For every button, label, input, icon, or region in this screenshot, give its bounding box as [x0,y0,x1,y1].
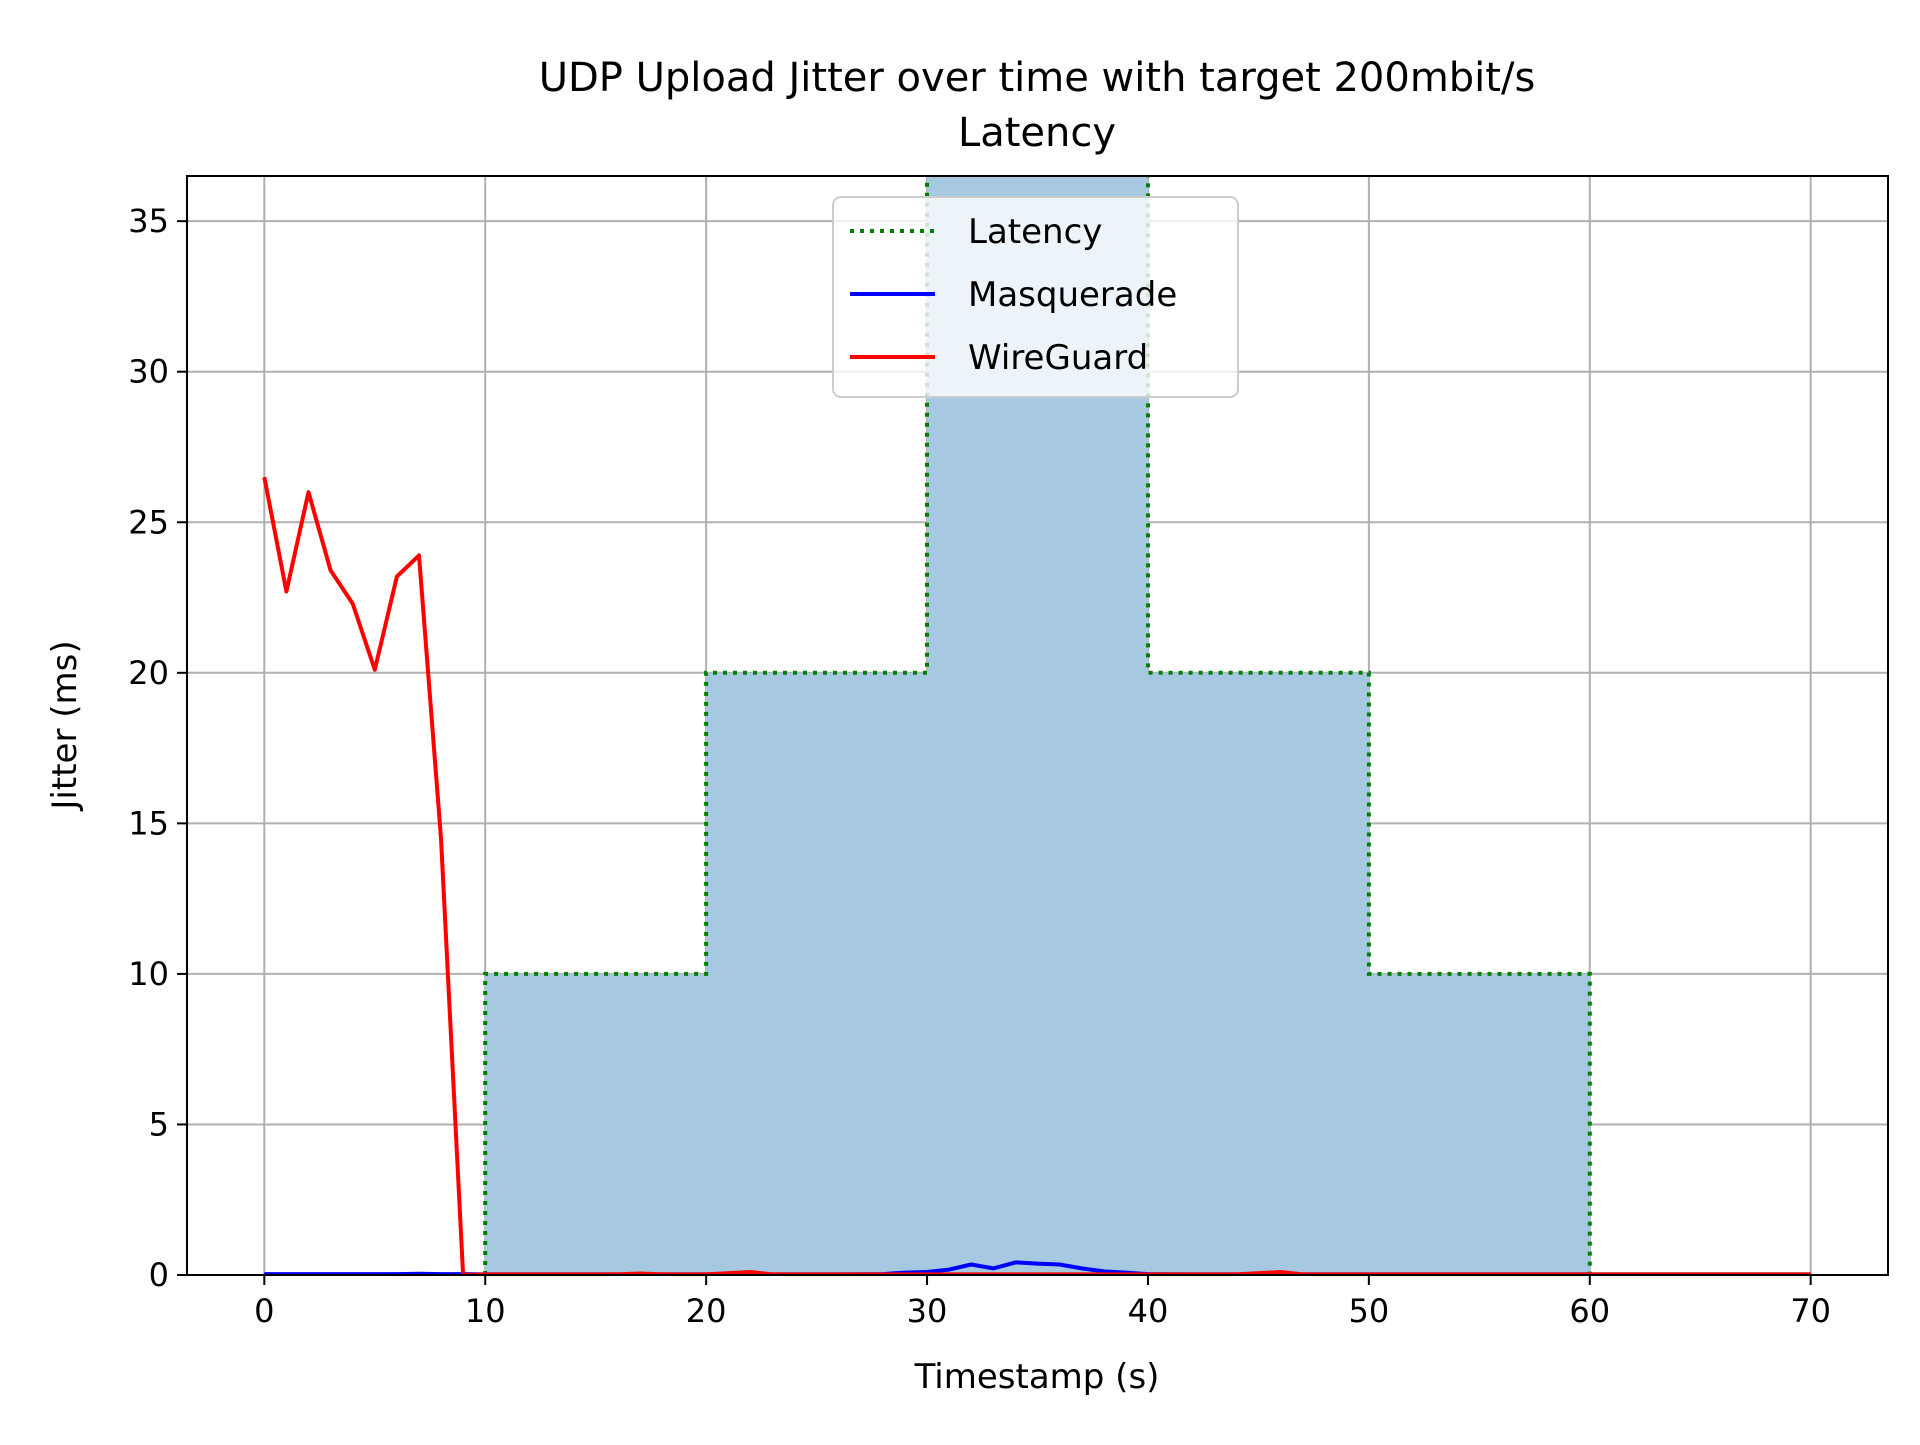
y-tick-label: 10 [128,955,169,993]
x-tick-label: 0 [254,1292,274,1330]
legend-box [832,196,1239,398]
y-axis-label: Jitter (ms) [45,640,85,811]
x-tick-label: 40 [1128,1292,1169,1330]
y-tick-label: 0 [149,1256,169,1294]
y-tick-label: 20 [128,654,169,692]
y-tick-label: 30 [128,353,169,391]
plot-frame [186,175,1889,1276]
legend-label-latency: Latency [968,212,1102,252]
chart-title: UDP Upload Jitter over time with target … [539,55,1536,101]
x-tick-label: 10 [465,1292,506,1330]
x-tick-label: 30 [907,1292,948,1330]
legend: Latency Masquerade WireGuard [832,196,1239,398]
legend-label-wireguard: WireGuard [968,338,1148,378]
legend-label-masquerade: Masquerade [968,275,1177,315]
y-tick-label: 5 [149,1105,169,1143]
latency-fill [485,176,1590,1275]
y-tick-label: 25 [128,503,169,541]
x-tick-label: 60 [1569,1292,1610,1330]
x-tick-label: 50 [1349,1292,1390,1330]
x-tick-label: 20 [686,1292,727,1330]
chart-subtitle: Latency [958,110,1116,156]
x-axis-label: Timestamp (s) [914,1357,1160,1397]
y-tick-label: 15 [128,804,169,842]
x-tick-label: 70 [1790,1292,1831,1330]
y-tick-label: 35 [128,202,169,240]
axis-ticks: 0 10 20 30 40 50 60 70 0 5 10 15 20 25 30 35 [128,202,1831,1330]
latency-area [485,176,1590,1275]
